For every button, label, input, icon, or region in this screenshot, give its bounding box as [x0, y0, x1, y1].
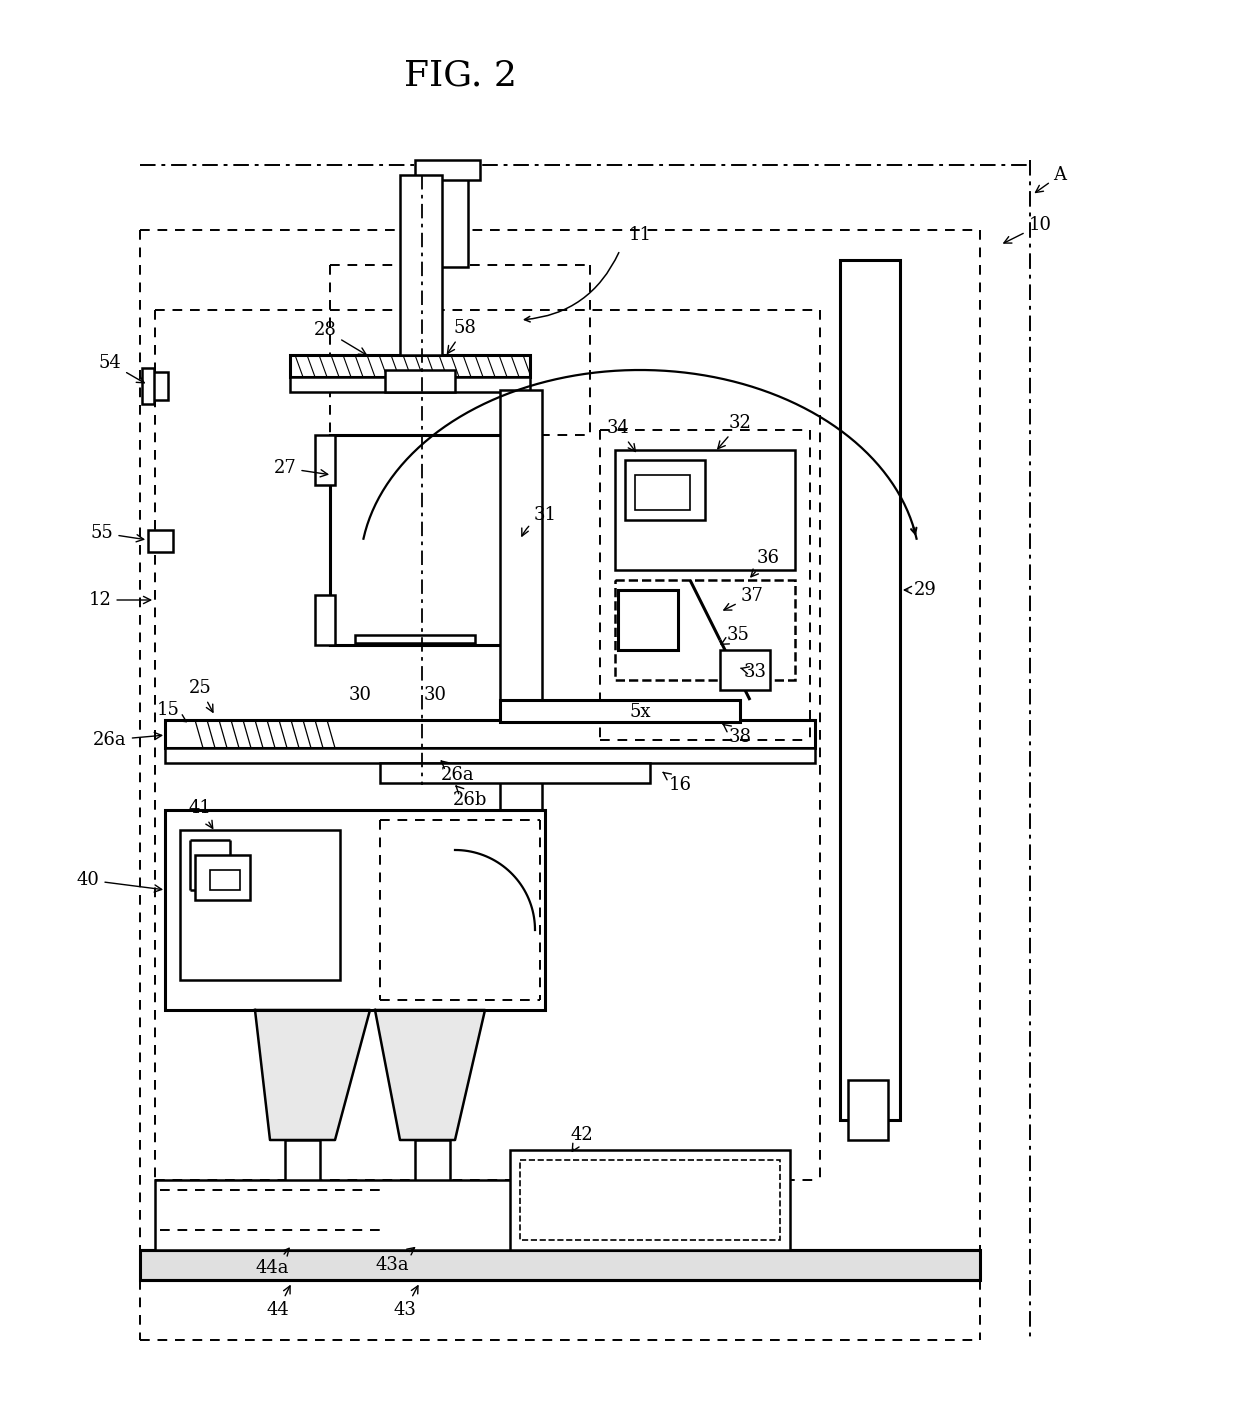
Text: 27: 27 [274, 459, 327, 477]
Text: 11: 11 [629, 226, 651, 244]
Bar [155, 1179, 534, 1250]
Bar [165, 720, 815, 747]
Text: 41: 41 [188, 799, 213, 828]
Text: A: A [1035, 166, 1066, 192]
Bar [148, 530, 174, 551]
Bar [510, 1150, 790, 1250]
Bar [625, 460, 706, 520]
Text: 25: 25 [188, 679, 213, 712]
Text: 32: 32 [718, 414, 751, 449]
Text: 37: 37 [724, 587, 764, 610]
Text: 5x: 5x [629, 703, 651, 720]
Bar [384, 369, 455, 392]
Text: 44: 44 [267, 1286, 290, 1319]
Bar [635, 475, 689, 510]
Bar [405, 1215, 460, 1238]
Bar [165, 747, 815, 763]
Bar [415, 161, 480, 180]
Text: 26a: 26a [441, 760, 475, 784]
Text: 12: 12 [88, 591, 151, 610]
Polygon shape [255, 1010, 370, 1140]
Text: 31: 31 [522, 506, 557, 536]
Bar [315, 435, 335, 485]
Text: 44a: 44a [255, 1248, 289, 1277]
Text: 30: 30 [424, 686, 446, 703]
Bar [401, 175, 441, 355]
Text: 43: 43 [393, 1286, 418, 1319]
Bar [615, 580, 795, 681]
Bar [839, 260, 900, 1120]
Bar [290, 377, 529, 392]
Bar [520, 1160, 780, 1241]
Bar [618, 590, 678, 649]
Text: 28: 28 [314, 321, 366, 355]
Text: 30: 30 [348, 686, 372, 703]
Bar [165, 810, 546, 1010]
Bar [500, 701, 740, 722]
Text: 34: 34 [606, 419, 635, 452]
Bar [848, 1080, 888, 1140]
Text: 42: 42 [570, 1125, 594, 1151]
Bar [140, 1250, 980, 1280]
Text: FIG. 2: FIG. 2 [403, 58, 516, 92]
Text: 26b: 26b [453, 786, 487, 809]
Text: 55: 55 [91, 524, 144, 541]
Text: 33: 33 [740, 664, 766, 681]
Bar [148, 372, 167, 399]
Text: 43a: 43a [376, 1248, 414, 1275]
Bar [290, 355, 529, 377]
Bar [430, 175, 467, 267]
Bar [180, 830, 340, 980]
Bar [615, 450, 795, 570]
Bar [720, 649, 770, 691]
Bar [143, 368, 154, 404]
Text: 58: 58 [448, 318, 476, 354]
Bar [355, 635, 475, 642]
Bar [379, 763, 650, 783]
Text: 54: 54 [99, 354, 144, 382]
Text: 36: 36 [751, 549, 780, 577]
Text: 35: 35 [720, 627, 749, 645]
Text: 29: 29 [904, 581, 936, 600]
Bar [415, 1140, 450, 1221]
Text: 38: 38 [723, 725, 751, 746]
Bar [210, 870, 241, 890]
Bar [285, 1140, 320, 1221]
Bar [315, 595, 335, 645]
Text: 10: 10 [1004, 216, 1052, 243]
Bar [500, 389, 542, 850]
Text: 26a: 26a [93, 730, 161, 749]
Text: 16: 16 [663, 773, 692, 794]
Text: 15: 15 [156, 701, 186, 722]
Text: 40: 40 [77, 871, 161, 892]
Bar [275, 1215, 330, 1238]
Polygon shape [374, 1010, 485, 1140]
Bar [195, 855, 250, 899]
Bar [330, 435, 505, 645]
